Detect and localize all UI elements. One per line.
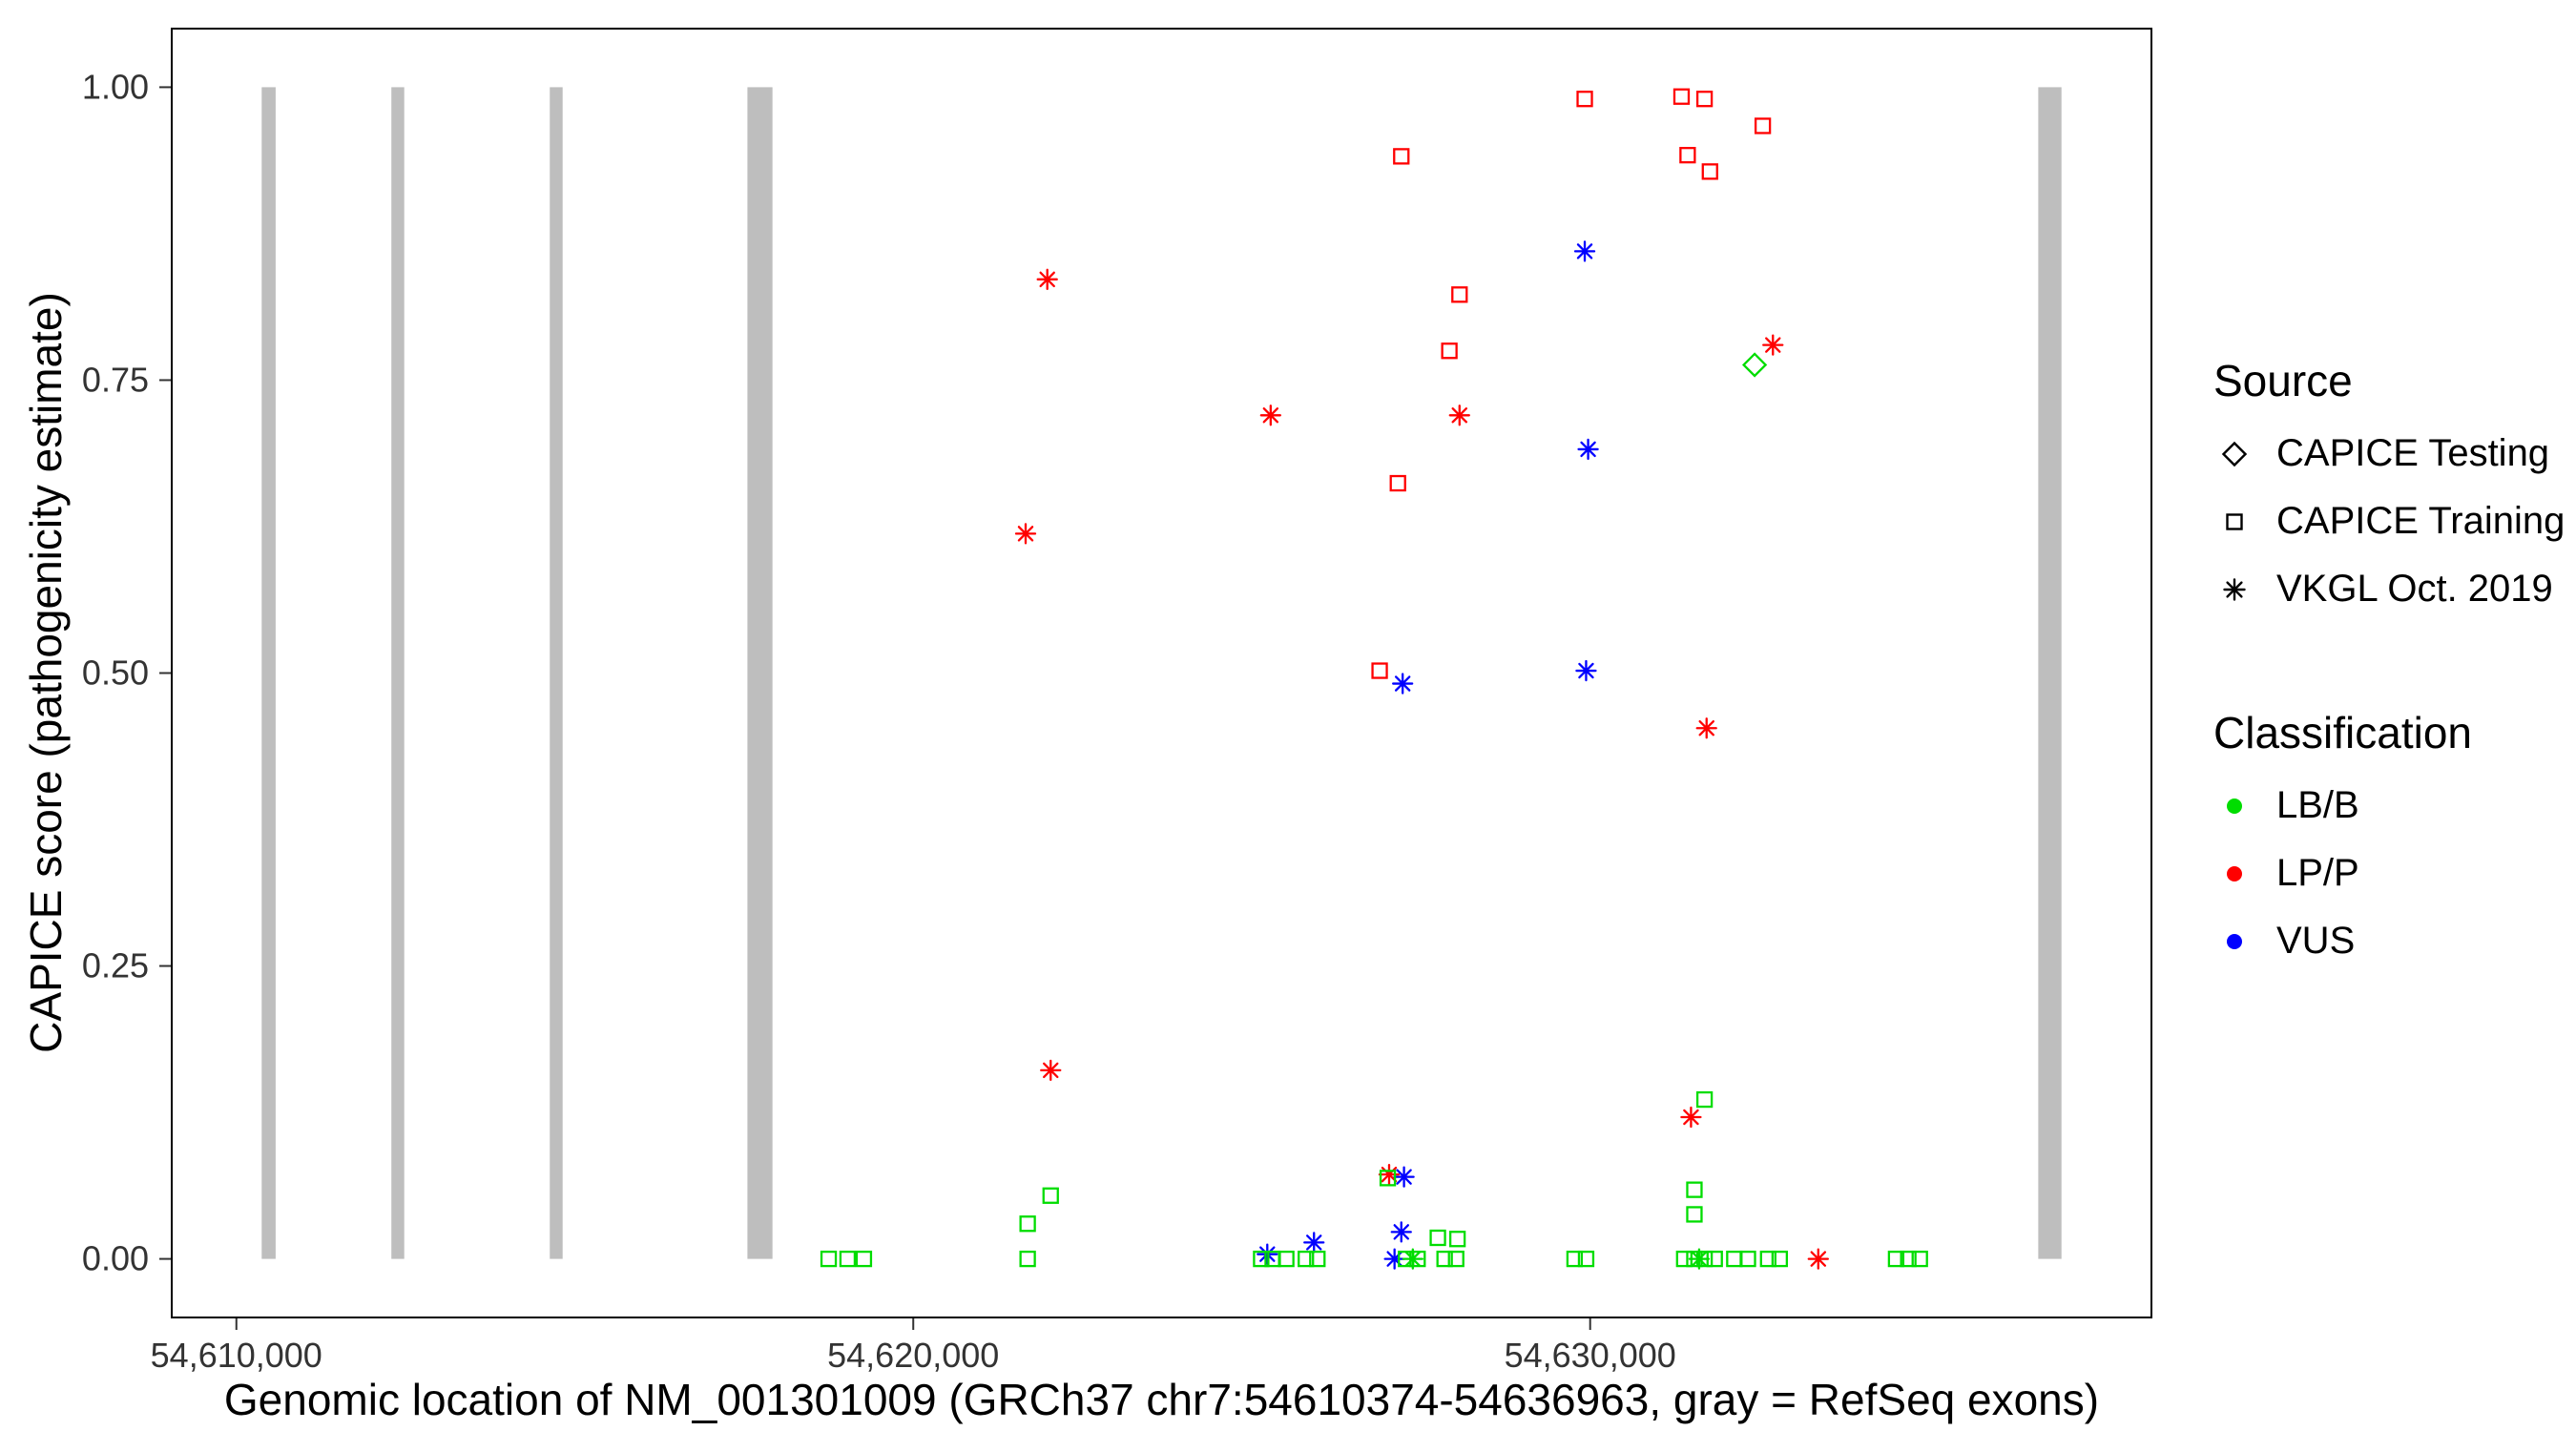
point-square [820, 1250, 838, 1268]
point-asterisk [1695, 717, 1717, 739]
x-tick-label: 54,630,000 [1505, 1336, 1676, 1375]
red-dot-icon [2227, 865, 2242, 881]
point-asterisk [1036, 268, 1058, 290]
point-square [1371, 662, 1388, 679]
point-asterisk [1680, 1106, 1702, 1129]
point-asterisk [1259, 404, 1281, 426]
legend-item-capice-training: CAPICE Training [2213, 487, 2565, 555]
point-square [839, 1250, 857, 1268]
point-square [1451, 286, 1468, 303]
point-square [1309, 1250, 1326, 1268]
legend-item-lpp: LP/P [2213, 840, 2565, 907]
point-square [1672, 88, 1691, 105]
legend-item-label: LP/P [2276, 852, 2359, 894]
point-square [1771, 1250, 1789, 1268]
point-square [1695, 91, 1714, 108]
point-square [1393, 148, 1410, 165]
point-square [1679, 146, 1696, 164]
legend-source-title: Source [2213, 356, 2353, 405]
refseq-exon-bar [261, 87, 276, 1259]
point-square [1739, 1250, 1756, 1268]
point-square [1887, 1250, 1905, 1268]
y-axis-title: CAPICE score (pathogenicity estimate) [21, 292, 71, 1053]
point-asterisk [1402, 1248, 1423, 1270]
panel-border [171, 28, 2152, 1318]
legend: Source CAPICE Testing CAPICE Training [2213, 355, 2565, 975]
point-square [1019, 1215, 1036, 1233]
y-tick-label: 0.00 [82, 1239, 149, 1278]
point-square [1726, 1250, 1743, 1268]
point-asterisk [1577, 438, 1599, 461]
x-axis-title: Genomic location of NM_001301009 (GRCh37… [223, 1375, 2100, 1424]
point-asterisk [1040, 1059, 1062, 1082]
point-asterisk [1575, 659, 1597, 682]
point-square [1278, 1250, 1295, 1268]
refseq-exon-bar [391, 87, 405, 1259]
point-asterisk [1573, 240, 1596, 262]
point-square [1429, 1229, 1446, 1247]
point-square [1577, 1250, 1595, 1268]
point-square [1379, 1170, 1397, 1187]
point-square [1042, 1187, 1059, 1204]
point-square [1695, 1090, 1714, 1109]
point-square [1298, 1250, 1315, 1268]
point-asterisk [1762, 334, 1784, 356]
point-square [1576, 91, 1593, 108]
point-square [1754, 117, 1772, 135]
point-diamond [1741, 352, 1768, 378]
legend-item-vkgl: VKGL Oct. 2019 [2213, 555, 2565, 623]
green-dot-icon [2227, 798, 2242, 814]
point-asterisk [1688, 1248, 1711, 1270]
blue-dot-icon [2227, 933, 2242, 949]
diamond-icon [2221, 441, 2248, 467]
point-square [1701, 163, 1718, 180]
point-asterisk [1393, 1166, 1415, 1188]
x-tick-label: 54,620,000 [827, 1336, 999, 1375]
point-square [1686, 1206, 1703, 1223]
legend-item-lbb: LB/B [2213, 772, 2565, 840]
point-square [1389, 474, 1406, 492]
point-square [1900, 1250, 1917, 1268]
point-asterisk [1390, 1221, 1412, 1243]
refseq-exon-bar [550, 87, 563, 1259]
point-square [855, 1250, 873, 1268]
legend-item-vus: VUS [2213, 907, 2565, 975]
point-square [1436, 1250, 1453, 1268]
square-icon [2226, 512, 2243, 530]
legend-item-label: VUS [2276, 920, 2356, 962]
point-square [1019, 1250, 1036, 1268]
legend-item-label: CAPICE Training [2276, 500, 2566, 542]
y-tick-label: 0.75 [82, 360, 149, 399]
point-asterisk [1392, 673, 1414, 695]
asterisk-icon [2223, 577, 2246, 601]
point-square [1253, 1250, 1270, 1268]
point-square [1566, 1250, 1584, 1268]
legend-item-label: VKGL Oct. 2019 [2276, 568, 2553, 610]
legend-classification-title: Classification [2213, 708, 2472, 757]
point-asterisk [1807, 1248, 1829, 1270]
point-square [1448, 1231, 1466, 1248]
y-tick-label: 1.00 [82, 67, 149, 106]
y-tick-label: 0.25 [82, 946, 149, 985]
point-asterisk [1303, 1232, 1325, 1254]
point-square [1447, 1250, 1465, 1268]
y-tick-label: 0.50 [82, 653, 149, 693]
legend-item-capice-testing: CAPICE Testing [2213, 420, 2565, 487]
x-tick-label: 54,610,000 [151, 1336, 322, 1375]
refseq-exon-bar [2038, 87, 2062, 1259]
point-square [1686, 1181, 1703, 1198]
legend-item-label: CAPICE Testing [2276, 432, 2550, 474]
refseq-exon-bar [747, 87, 773, 1259]
point-square [1911, 1250, 1928, 1268]
point-asterisk [1448, 404, 1470, 426]
point-square [1441, 342, 1458, 360]
legend-item-label: LB/B [2276, 784, 2359, 826]
point-asterisk [1014, 523, 1037, 545]
point-square [1759, 1250, 1776, 1268]
